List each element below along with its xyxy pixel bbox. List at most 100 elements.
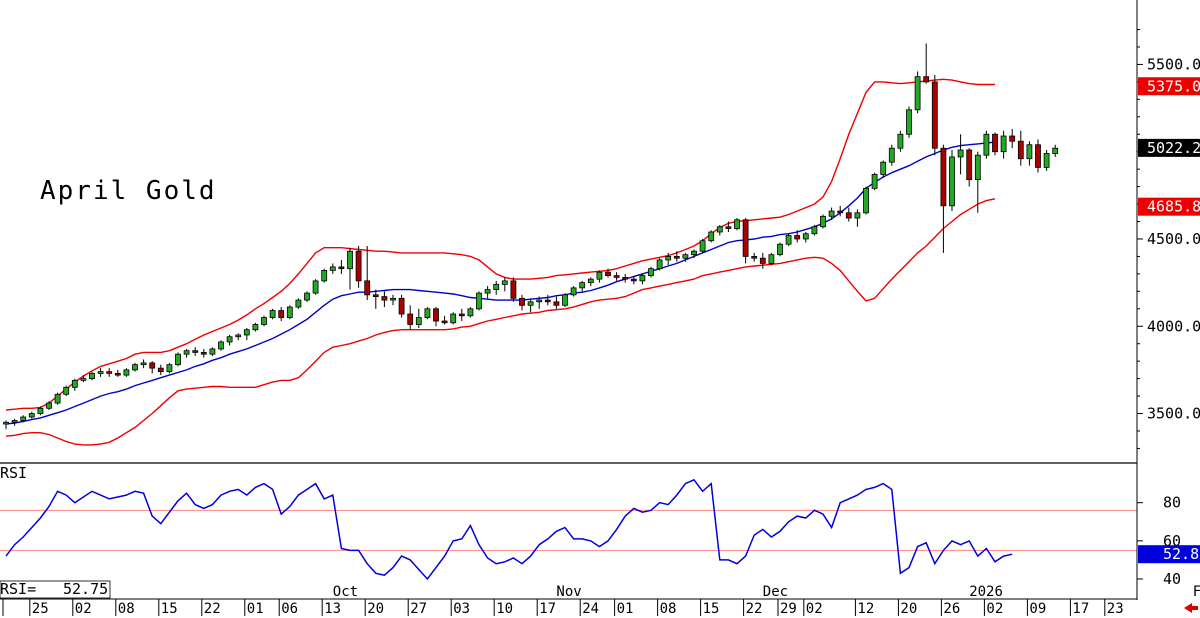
- candle-body: [46, 402, 52, 409]
- candle: [828, 207, 835, 220]
- candle-body: [501, 280, 508, 285]
- candle-body: [355, 250, 362, 282]
- candle-body: [639, 275, 646, 282]
- candle-body: [37, 407, 44, 414]
- labels: OctNovDec2026Feb250208152201061320270310…: [0, 176, 1200, 617]
- candle: [218, 340, 224, 351]
- candle: [1043, 149, 1050, 171]
- candle: [338, 259, 345, 274]
- candle: [20, 415, 27, 423]
- price-marker-label: 4685.8: [1147, 198, 1200, 216]
- lower-band-line: [5, 198, 996, 446]
- candle-body: [372, 294, 379, 297]
- candle: [433, 307, 439, 327]
- candle: [579, 280, 586, 292]
- candle-body: [390, 297, 396, 301]
- price-marker-label: 5375.0: [1147, 77, 1200, 95]
- candle: [536, 296, 543, 309]
- candle-body: [11, 420, 18, 423]
- candle-body: [424, 308, 431, 318]
- candle-body: [1009, 135, 1016, 142]
- candle: [931, 74, 938, 156]
- candle-body: [467, 308, 474, 317]
- candle: [54, 392, 61, 405]
- candle: [467, 307, 474, 318]
- candle-body: [897, 133, 904, 149]
- candle: [1000, 130, 1007, 159]
- candle-body: [252, 324, 259, 331]
- candle: [837, 205, 844, 217]
- candle-body: [966, 149, 973, 181]
- candle: [605, 268, 611, 278]
- candle-body: [1017, 140, 1024, 160]
- candle: [897, 130, 904, 152]
- candle-body: [312, 280, 319, 294]
- candle: [28, 411, 35, 419]
- rsi-panel-title: RSI: [0, 464, 27, 482]
- day-label: 10: [496, 601, 513, 617]
- candle: [596, 270, 603, 283]
- scroll-left-arrow-icon[interactable]: [1184, 603, 1198, 613]
- candle: [519, 294, 525, 311]
- candle-body: [54, 393, 61, 404]
- candle-body: [106, 371, 113, 374]
- candle-body: [605, 271, 611, 277]
- candle-body: [957, 149, 964, 158]
- candle: [1026, 141, 1033, 166]
- candle-body: [519, 297, 525, 306]
- candle: [630, 275, 637, 285]
- rsi-panel: [0, 478, 1137, 581]
- candle-body: [89, 372, 95, 380]
- band-price-marker: [1138, 77, 1200, 96]
- candle: [1052, 144, 1059, 157]
- candle: [424, 307, 431, 320]
- candle: [252, 322, 259, 332]
- candle: [450, 312, 457, 325]
- candle: [123, 368, 130, 377]
- candle-body: [596, 271, 603, 280]
- candle-body: [261, 317, 267, 325]
- candle-body: [364, 280, 371, 296]
- candle: [364, 245, 371, 301]
- day-label: 20: [367, 601, 384, 617]
- candle: [269, 308, 276, 320]
- day-label: 01: [247, 601, 264, 617]
- candle: [63, 385, 70, 397]
- candle-body: [28, 413, 35, 418]
- candle: [390, 294, 396, 306]
- candle-body: [820, 215, 826, 228]
- price-marker-label: 5022.2: [1147, 139, 1200, 157]
- day-label: 06: [281, 601, 298, 617]
- price-tick-label: 4500.0: [1147, 230, 1200, 248]
- candle-body: [1000, 135, 1007, 153]
- candle: [235, 333, 242, 341]
- candle: [97, 368, 104, 377]
- candle-body: [931, 81, 938, 149]
- candle-body: [768, 254, 775, 264]
- candle: [243, 328, 250, 341]
- candle-body: [157, 367, 164, 373]
- candle: [949, 149, 955, 212]
- candle-body: [811, 226, 818, 235]
- candle-body: [536, 299, 543, 303]
- candle-body: [132, 364, 138, 371]
- candle: [37, 406, 44, 416]
- candle: [665, 252, 672, 266]
- candle: [71, 378, 78, 391]
- day-label: 17: [1072, 601, 1089, 617]
- candle: [691, 249, 697, 259]
- candle-body: [175, 353, 181, 366]
- candle: [742, 218, 749, 264]
- candle-body: [837, 210, 844, 214]
- candle: [261, 315, 267, 327]
- candle-body: [708, 231, 715, 242]
- candle-body: [562, 294, 568, 306]
- candle-body: [613, 275, 620, 278]
- candle-body: [3, 421, 9, 425]
- candle: [622, 273, 629, 283]
- candle: [200, 348, 207, 358]
- day-label: 02: [986, 601, 1003, 617]
- candle-body: [286, 306, 293, 318]
- day-label: 02: [75, 601, 92, 617]
- candle: [906, 106, 912, 138]
